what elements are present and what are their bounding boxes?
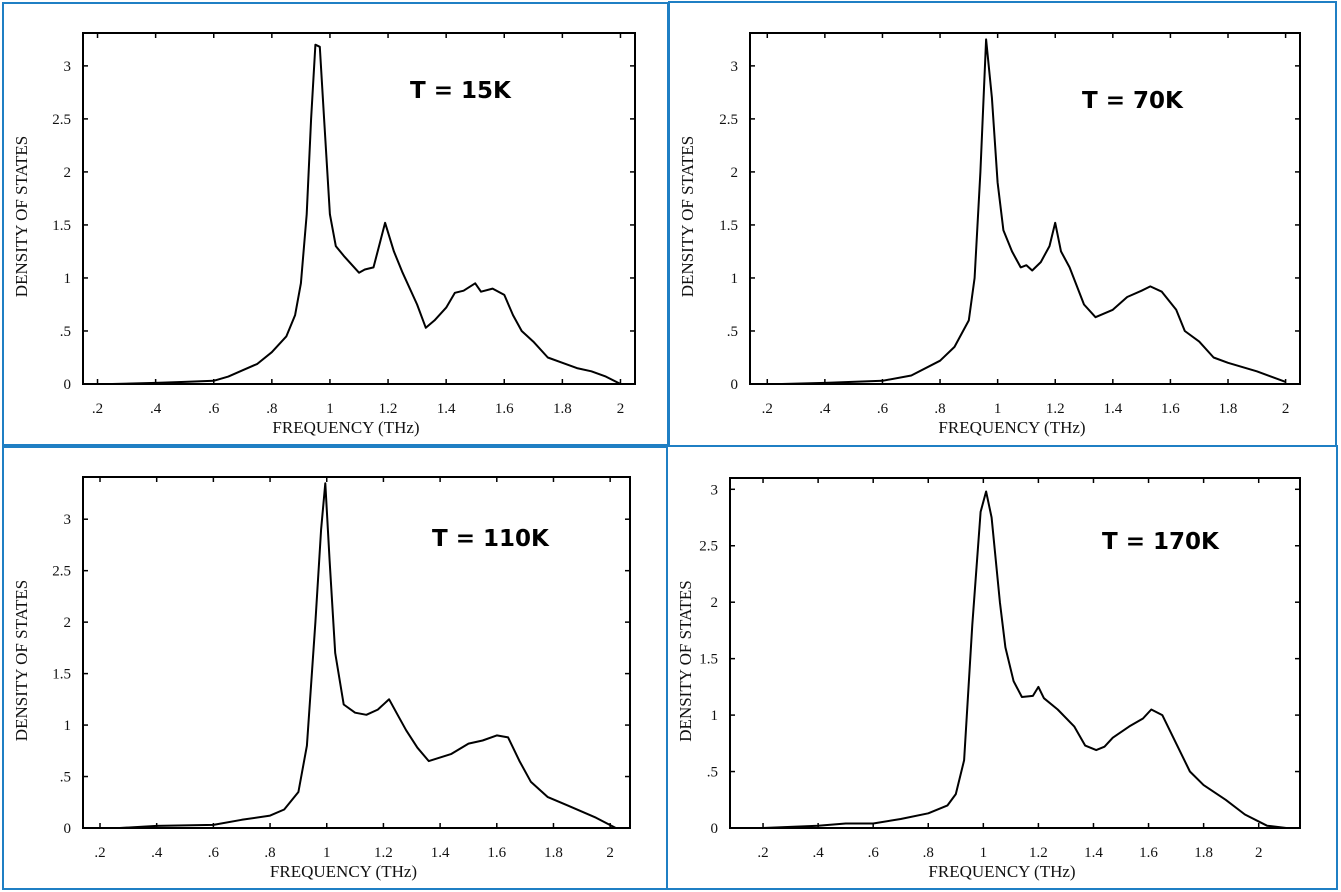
y-tick-label: 2 — [64, 165, 72, 181]
y-axis-label: DENSITY OF STATES — [12, 580, 31, 741]
temperature-annotation: T = 15K — [410, 78, 512, 104]
plot-area-border — [82, 32, 636, 385]
x-axis-label: FREQUENCY (THz) — [272, 418, 419, 437]
panel-frame — [2, 446, 668, 890]
x-axis-label: FREQUENCY (THz) — [270, 862, 417, 881]
y-tick-label: 0 — [731, 377, 739, 393]
chart-panel-3: .2 .4 .6 .8 1 1.2 1.4 1.6 1.8 2 0 .5 1 1.5 2 2.5 3 FREQUE… — [2, 446, 668, 890]
y-tick-label: 1.5 — [719, 218, 738, 234]
x-tick-label: 1.2 — [1046, 401, 1065, 417]
x-tick-label: 1.6 — [1139, 845, 1158, 861]
x-tick-label: 1.4 — [437, 401, 456, 417]
x-tick-label: .6 — [208, 845, 220, 861]
x-tick-label: .2 — [757, 845, 768, 861]
y-tick-label: .5 — [727, 324, 738, 340]
x-tick-label: 1.8 — [544, 845, 563, 861]
x-tick-label: 2 — [1282, 401, 1290, 417]
x-tick-label: 1.4 — [1103, 401, 1122, 417]
y-tick-label: 1 — [64, 718, 72, 734]
x-tick-label: .4 — [812, 845, 824, 861]
y-tick-label: 1.5 — [52, 218, 71, 234]
x-tick-label: 1.6 — [487, 845, 506, 861]
y-tick-label: 2 — [64, 615, 72, 631]
plot-area-border — [749, 32, 1301, 385]
x-tick-label: .4 — [150, 401, 162, 417]
x-tick-label: 1.4 — [1084, 845, 1103, 861]
y-tick-label: 1.5 — [52, 667, 71, 683]
x-tick-label: 1.2 — [379, 401, 398, 417]
x-tick-label: .4 — [151, 845, 163, 861]
x-tick-label: .8 — [934, 401, 945, 417]
dos-curve — [735, 490, 1300, 829]
x-tick-label: .8 — [923, 845, 934, 861]
plot-area-border — [82, 476, 631, 829]
x-tick-label: 1.4 — [431, 845, 450, 861]
y-tick-label: 1 — [64, 271, 72, 287]
x-tick-label: 1 — [980, 845, 988, 861]
y-tick-label: 0 — [64, 377, 72, 393]
x-tick-label: 2 — [617, 401, 625, 417]
dos-curve — [781, 38, 1286, 385]
y-tick-label: 2.5 — [699, 539, 718, 555]
y-axis-label: DENSITY OF STATES — [676, 580, 695, 741]
x-tick-label: .2 — [762, 401, 773, 417]
x-tick-label: 1.8 — [553, 401, 572, 417]
y-axis-label: DENSITY OF STATES — [12, 136, 31, 297]
x-tick-label: 1.8 — [1219, 401, 1238, 417]
y-tick-label: 1 — [711, 708, 719, 724]
chart-panel-1: .2 .4 .6 .8 1 1.2 1.4 1.6 1.8 2 0 .5 1 1.5 2 2.5 3 FREQUE… — [2, 2, 669, 446]
x-tick-label: 1 — [326, 401, 334, 417]
x-tick-label: .2 — [92, 401, 103, 417]
x-tick-label: .2 — [94, 845, 105, 861]
x-tick-label: .6 — [877, 401, 889, 417]
dos-curve — [112, 43, 621, 385]
x-tick-label: 1.8 — [1194, 845, 1213, 861]
plot-area-border — [729, 477, 1301, 829]
x-tick-label: .4 — [819, 401, 831, 417]
y-tick-label: 3 — [711, 482, 719, 498]
y-tick-label: 3 — [731, 59, 739, 75]
x-axis-label: FREQUENCY (THz) — [938, 418, 1085, 437]
y-axis-label: DENSITY OF STATES — [678, 136, 697, 297]
temperature-annotation: T = 110K — [432, 526, 550, 552]
x-tick-label: 1 — [323, 845, 331, 861]
x-axis-label: FREQUENCY (THz) — [928, 862, 1075, 881]
dos-curve — [119, 482, 617, 829]
y-tick-label: 0 — [711, 821, 719, 837]
x-tick-label: 1.2 — [1029, 845, 1048, 861]
y-tick-label: 1.5 — [699, 652, 718, 668]
x-tick-label: 1.2 — [374, 845, 393, 861]
x-tick-label: .6 — [208, 401, 220, 417]
x-tick-label: .8 — [264, 845, 275, 861]
temperature-annotation: T = 170K — [1102, 529, 1220, 555]
chart-panel-2: .2 .4 .6 .8 1 1.2 1.4 1.6 1.8 2 0 .5 1 1.5 2 2.5 3 FREQUE… — [668, 1, 1337, 447]
x-tick-label: 2 — [1255, 845, 1263, 861]
y-tick-label: .5 — [707, 765, 718, 781]
x-tick-label: 2 — [606, 845, 614, 861]
x-tick-label: 1 — [994, 401, 1002, 417]
x-tick-label: 1.6 — [1161, 401, 1180, 417]
x-tick-label: .8 — [266, 401, 277, 417]
y-tick-label: 1 — [731, 271, 739, 287]
x-tick-label: .6 — [868, 845, 880, 861]
chart-panel-4: .2 .4 .6 .8 1 1.2 1.4 1.6 1.8 2 0 .5 1 1.5 2 2.5 3 FREQUE… — [666, 445, 1338, 890]
temperature-annotation: T = 70K — [1082, 88, 1184, 114]
y-tick-label: 2.5 — [52, 564, 71, 580]
y-tick-label: 0 — [64, 821, 72, 837]
y-tick-label: .5 — [60, 324, 71, 340]
panel-frame — [2, 2, 669, 446]
y-tick-label: 3 — [64, 59, 72, 75]
y-tick-label: 2 — [731, 165, 739, 181]
y-tick-label: 2 — [711, 595, 719, 611]
panel-frame — [666, 445, 1338, 890]
y-tick-label: 2.5 — [52, 112, 71, 128]
y-tick-label: .5 — [60, 770, 71, 786]
y-tick-label: 2.5 — [719, 112, 738, 128]
x-tick-label: 1.6 — [495, 401, 514, 417]
y-tick-label: 3 — [64, 512, 72, 528]
